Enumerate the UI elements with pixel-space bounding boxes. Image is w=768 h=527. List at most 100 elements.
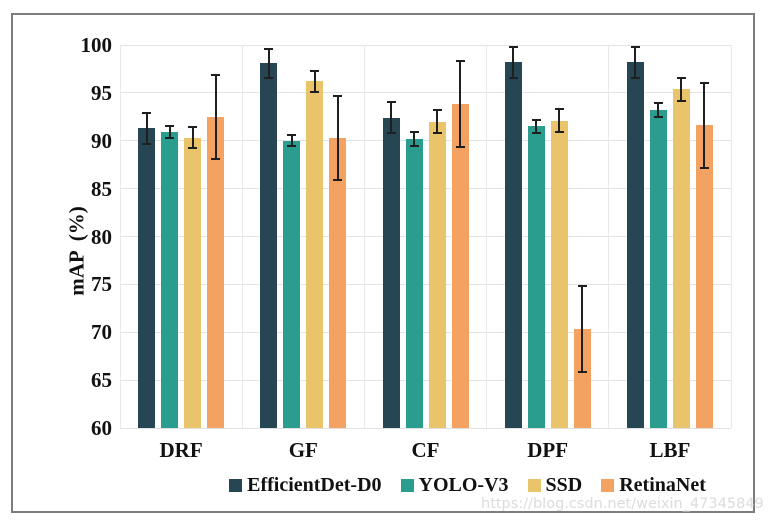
error-bar-cap-top xyxy=(264,47,274,50)
legend-swatch-ssd xyxy=(527,479,541,492)
y-tick-label: 85 xyxy=(91,176,112,201)
error-bar-cap-top xyxy=(630,45,640,48)
error-bar-line xyxy=(512,46,515,78)
error-bar-line xyxy=(634,46,637,78)
error-bar-line xyxy=(413,132,415,146)
error-bar-line xyxy=(145,112,148,144)
error-bar-cap-top xyxy=(455,60,465,63)
y-tick-label: 90 xyxy=(91,128,112,153)
gridline-vertical xyxy=(486,45,488,428)
error-bar-line xyxy=(214,74,217,159)
gridline-horizontal xyxy=(120,331,731,333)
error-bar-cap-top xyxy=(531,118,541,121)
legend-item: RetinaNet xyxy=(601,474,706,497)
error-bar-cap-top xyxy=(653,102,663,105)
error-bar-line xyxy=(680,77,683,101)
legend-swatch-efficientdet-d0 xyxy=(229,479,243,492)
bar-ssd xyxy=(428,121,446,428)
gridline-vertical xyxy=(241,45,243,428)
bar-yolo-v3 xyxy=(649,110,667,428)
error-bar-cap-bottom xyxy=(630,76,640,79)
gridline-horizontal xyxy=(120,283,731,285)
gridline-vertical xyxy=(730,45,732,428)
error-bar-cap-bottom xyxy=(287,145,297,148)
legend-swatch-yolo-v3 xyxy=(400,479,414,492)
bar-ssd xyxy=(306,81,324,428)
error-bar-line xyxy=(703,83,706,168)
bar-retinanet xyxy=(695,125,713,428)
y-tick-label: 80 xyxy=(91,224,112,249)
error-bar-line xyxy=(436,110,438,134)
error-bar-line xyxy=(558,109,561,133)
error-bar-cap-bottom xyxy=(653,115,663,118)
legend-item: SSD xyxy=(527,474,583,497)
error-bar-cap-bottom xyxy=(386,132,396,135)
error-bar-line xyxy=(459,61,461,148)
error-bar-line xyxy=(657,103,660,117)
error-bar-cap-top xyxy=(554,108,564,111)
error-bar-cap-bottom xyxy=(531,132,541,135)
y-tick-label: 95 xyxy=(91,80,112,105)
error-bar-cap-bottom xyxy=(577,371,587,374)
error-bar-cap-bottom xyxy=(333,179,343,181)
gridline-horizontal xyxy=(120,92,731,94)
legend-label: SSD xyxy=(545,474,583,496)
gridline-horizontal xyxy=(120,140,731,142)
bar-efficientdet-d0 xyxy=(138,128,156,428)
bar-yolo-v3 xyxy=(405,138,423,428)
error-bar-cap-top xyxy=(699,82,709,85)
error-bar-line xyxy=(168,126,171,138)
error-bar-cap-bottom xyxy=(699,166,709,169)
gridline-vertical xyxy=(119,45,121,428)
gridline-horizontal xyxy=(120,188,731,190)
bar-ssd xyxy=(550,120,568,428)
legend-item: EfficientDet-D0 xyxy=(229,474,382,497)
error-bar-line xyxy=(581,286,584,373)
error-bar-line xyxy=(336,95,339,180)
bar-retinanet xyxy=(329,137,347,428)
bar-ssd xyxy=(672,89,690,428)
y-tick-label: 75 xyxy=(91,272,112,297)
bar-retinanet xyxy=(451,104,469,428)
error-bar-cap-top xyxy=(386,101,396,104)
watermark-text: https://blog.csdn.net/weixin_47345849 xyxy=(481,496,764,512)
error-bar-cap-top xyxy=(287,134,297,136)
bar-retinanet xyxy=(207,116,225,428)
legend: EfficientDet-D0 YOLO-V3 SSD RetinaNet xyxy=(120,474,768,497)
error-bar-line xyxy=(535,119,538,134)
bar-yolo-v3 xyxy=(527,126,545,428)
gridline-horizontal xyxy=(120,379,731,381)
gridline-horizontal xyxy=(120,44,731,46)
error-bar-line xyxy=(290,135,293,147)
error-bar-cap-bottom xyxy=(508,76,518,79)
bar-yolo-v3 xyxy=(283,140,301,428)
error-bar-cap-bottom xyxy=(455,146,465,149)
legend-label: YOLO-V3 xyxy=(418,474,509,496)
legend-label: EfficientDet-D0 xyxy=(247,474,382,496)
gridline-horizontal xyxy=(120,236,731,237)
error-bar-cap-bottom xyxy=(264,76,274,79)
error-bar-cap-bottom xyxy=(211,157,221,160)
error-bar-cap-bottom xyxy=(188,147,198,150)
error-bar-cap-bottom xyxy=(409,144,419,147)
error-bar-cap-top xyxy=(432,109,442,112)
bar-efficientdet-d0 xyxy=(260,63,278,428)
y-tick-label: 60 xyxy=(91,416,112,440)
error-bar-line xyxy=(390,102,392,134)
x-category-label: DPF xyxy=(527,438,569,462)
bar-retinanet xyxy=(573,329,591,428)
error-bar-cap-top xyxy=(676,76,686,79)
error-bar-cap-top xyxy=(409,131,419,134)
error-bar-cap-top xyxy=(188,126,198,129)
bar-yolo-v3 xyxy=(161,132,179,428)
gridline-vertical xyxy=(608,45,610,428)
plot-area xyxy=(119,44,732,429)
y-tick-label: 70 xyxy=(91,320,112,345)
legend-label: RetinaNet xyxy=(619,474,706,496)
error-bar-cap-top xyxy=(577,285,587,288)
x-category-label: CF xyxy=(411,438,440,462)
error-bar-line xyxy=(313,70,316,92)
error-bar-cap-top xyxy=(211,73,221,76)
y-tick-label: 100 xyxy=(80,33,113,57)
error-bar-cap-top xyxy=(508,45,518,48)
